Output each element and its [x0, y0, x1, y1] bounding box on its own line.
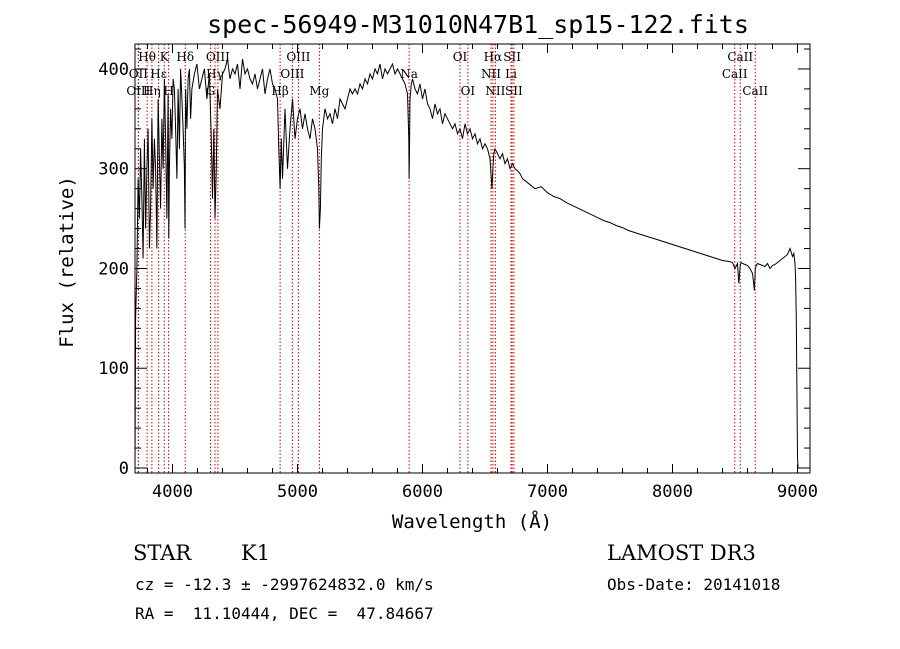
- line-label: OIII: [206, 50, 230, 64]
- chart-title: spec-56949-M31010N47B1_sp15-122.fits: [207, 10, 749, 39]
- obs-date: Obs-Date: 20141018: [607, 575, 781, 594]
- redshift-text: cz = -12.3 ± -2997624832.0 km/s: [135, 575, 434, 594]
- line-label: CaII: [722, 67, 748, 81]
- y-tick-label: 200: [98, 259, 129, 279]
- line-label: SII: [503, 50, 521, 64]
- line-label: CaII: [742, 84, 768, 98]
- line-label: K: [160, 50, 170, 64]
- line-label: Mg: [309, 84, 329, 98]
- y-tick-label: 100: [98, 359, 129, 379]
- x-tick-label: 5000: [277, 482, 318, 502]
- survey-name: LAMOST DR3: [607, 541, 756, 565]
- line-label: OIII: [286, 50, 310, 64]
- line-label: Hβ: [271, 84, 288, 98]
- line-label: OIII: [280, 67, 304, 81]
- line-label: H: [163, 84, 173, 98]
- emission-line-labels: Hθ OII OIII K Hη Hε H Hδ OIII Hγ G OIII OIII Hβ Mg Na OI…: [126, 50, 768, 98]
- x-tick-label: 7000: [527, 482, 568, 502]
- coordinates: RA = 11.10444, DEC = 47.84667: [135, 604, 434, 623]
- line-label: NII: [481, 67, 501, 81]
- x-tick-label: 4000: [152, 482, 193, 502]
- line-label: Hε: [150, 67, 167, 81]
- plot-frame: [134, 43, 811, 474]
- line-label: NII: [485, 84, 505, 98]
- line-label: OI: [453, 50, 468, 64]
- line-label: SII: [505, 84, 523, 98]
- y-axis-label: Flux (relative): [56, 176, 78, 348]
- line-label: Li: [505, 67, 517, 81]
- line-label: Hθ: [138, 50, 156, 64]
- x-tick-label: 9000: [777, 482, 818, 502]
- line-label: G: [206, 84, 216, 98]
- y-tick-label: 0: [119, 459, 129, 479]
- spectrum-line: [134, 58, 799, 469]
- emission-line-markers: [137, 44, 756, 473]
- line-label: OIII: [126, 84, 150, 98]
- x-tick-label: 6000: [402, 482, 443, 502]
- line-label: Hγ: [206, 67, 224, 81]
- x-axis-ticks: 4000 5000 6000 7000 8000 9000: [147, 44, 818, 502]
- x-axis-label: Wavelength (Å): [392, 510, 552, 533]
- y-tick-label: 300: [98, 160, 129, 180]
- line-label: Hη: [143, 84, 161, 98]
- line-label: Hδ: [176, 50, 194, 64]
- object-subclass: K1: [241, 541, 271, 565]
- line-label: Hα: [484, 50, 503, 64]
- line-label: CaII: [727, 50, 753, 64]
- y-axis-ticks: 0 100 200 300 400: [98, 48, 810, 479]
- y-tick-label: 400: [98, 60, 129, 80]
- line-label: OI: [461, 84, 476, 98]
- x-tick-label: 8000: [652, 482, 693, 502]
- object-class: STAR: [133, 541, 192, 565]
- line-label: Na: [400, 67, 418, 81]
- line-label: OII: [129, 67, 149, 81]
